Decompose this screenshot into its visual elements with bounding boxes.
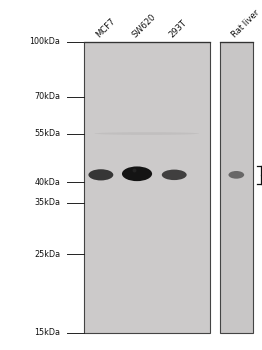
Text: 25kDa: 25kDa [34,250,60,259]
Text: 100kDa: 100kDa [29,37,60,47]
Text: Rat liver: Rat liver [230,8,261,39]
Text: 55kDa: 55kDa [34,129,60,138]
Text: 35kDa: 35kDa [34,198,60,207]
Ellipse shape [89,169,113,181]
Text: 70kDa: 70kDa [34,92,60,101]
Bar [84,42,210,332]
Text: SW620: SW620 [131,12,158,39]
Text: 15kDa: 15kDa [34,328,60,337]
Ellipse shape [228,171,244,179]
Bar [220,42,253,332]
Ellipse shape [94,132,199,135]
Ellipse shape [162,170,187,180]
Ellipse shape [122,167,152,181]
Text: 293T: 293T [168,18,189,39]
Text: 40kDa: 40kDa [34,178,60,187]
Text: MCF7: MCF7 [95,16,117,39]
